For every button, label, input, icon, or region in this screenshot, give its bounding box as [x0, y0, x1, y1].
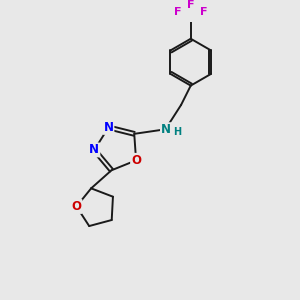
Text: F: F: [187, 0, 194, 10]
Text: N: N: [161, 123, 171, 136]
Text: O: O: [131, 154, 141, 167]
Text: F: F: [200, 7, 208, 17]
Text: N: N: [103, 121, 113, 134]
Text: N: N: [89, 143, 99, 156]
Text: F: F: [174, 7, 181, 17]
Text: O: O: [71, 200, 82, 213]
Text: H: H: [173, 127, 181, 136]
